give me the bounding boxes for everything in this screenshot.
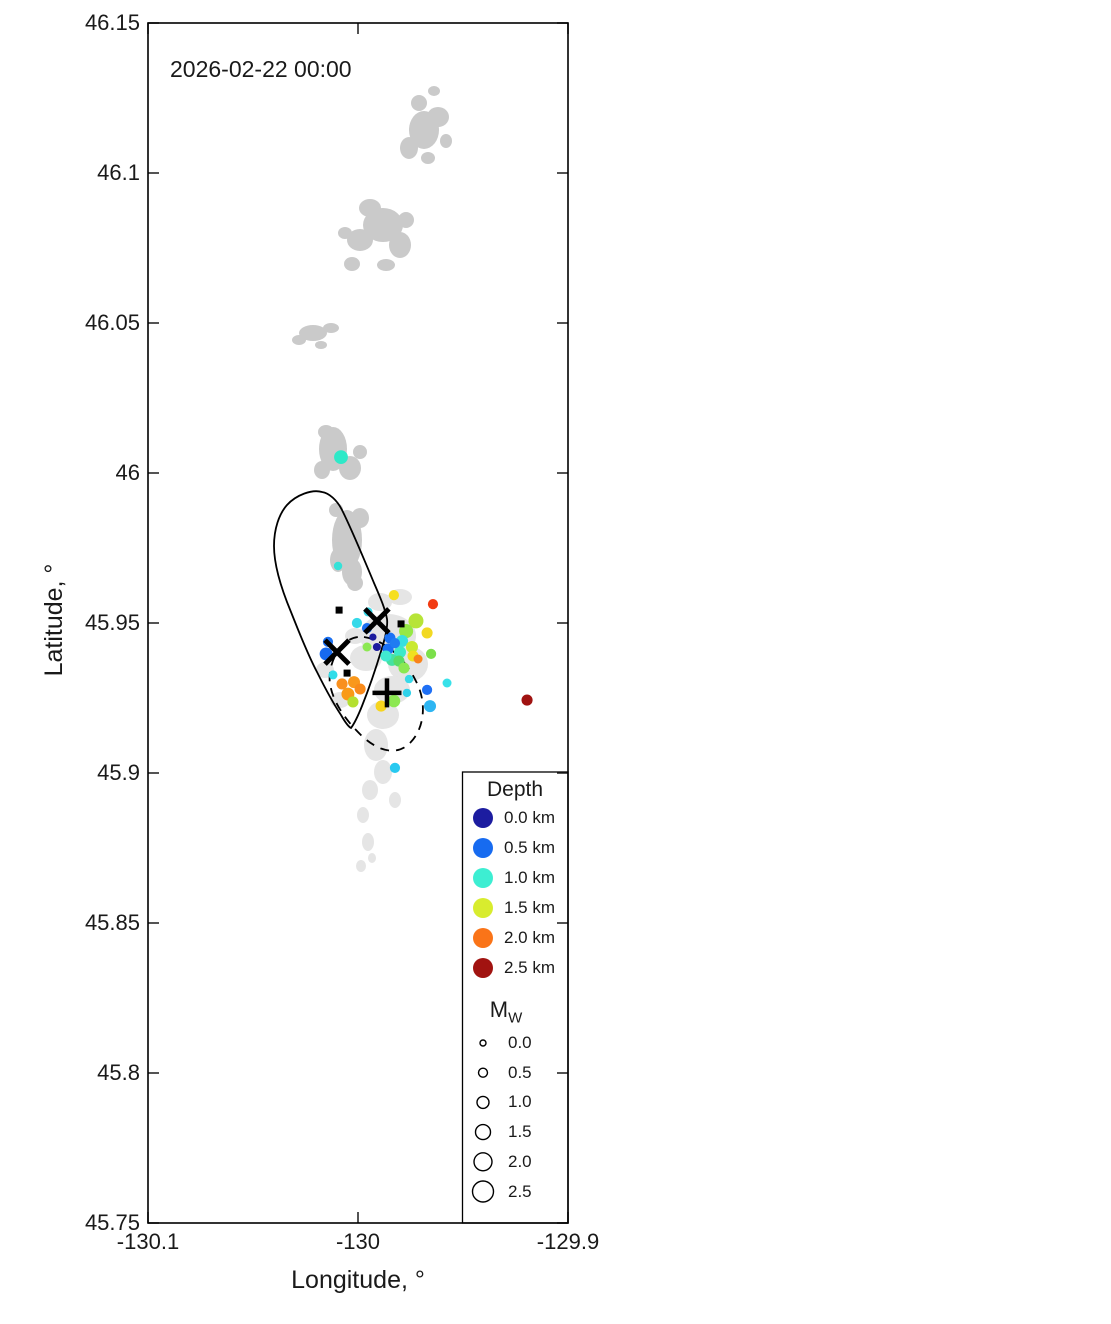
legend-mw-swatch (471, 1180, 495, 1203)
legend-mw-swatch (476, 1095, 490, 1110)
legend-magnitude-circles (471, 1039, 495, 1203)
x-tick-label: -130 (335, 1229, 381, 1254)
legend-depth-label: 1.0 km (504, 868, 556, 887)
plus-marker (372, 678, 402, 708)
date-annotation: 2026-02-22 00:00 (170, 56, 352, 82)
station-square (335, 606, 343, 614)
event-dot (399, 624, 414, 639)
legend-magnitude-title-sub: W (508, 1009, 523, 1027)
bathymetry-patches-dark (292, 86, 452, 591)
legend-depth-label: 2.5 km (504, 958, 556, 977)
event-dot (372, 642, 381, 652)
x-marker (363, 607, 391, 635)
event-dot (354, 683, 366, 695)
y-tick-label: 45.9 (97, 760, 140, 785)
event-dot (347, 696, 359, 708)
event-dot (424, 700, 437, 713)
event-dot (387, 694, 401, 708)
legend-mw-label: 0.0 (508, 1033, 532, 1052)
event-dot (328, 670, 338, 680)
legend-depth-label: 0.0 km (504, 808, 556, 827)
y-tick-label: 45.85 (84, 910, 140, 935)
legend-mw-label: 2.5 (508, 1181, 532, 1201)
y-tick-label: 46.15 (84, 10, 140, 35)
event-dot (333, 561, 343, 571)
legend-mw-swatch (479, 1039, 487, 1047)
y-tick-label: 45.75 (84, 1210, 140, 1235)
legend-mw-label: 2.0 (508, 1151, 532, 1171)
event-dot (408, 613, 424, 629)
x-axis-label: Longitude, ° (291, 1266, 425, 1294)
x-marker (323, 638, 351, 666)
event-dot (421, 627, 433, 639)
x-tick-label: -129.9 (536, 1229, 600, 1254)
station-square (397, 620, 405, 628)
legend-depth-label: 2.0 km (504, 928, 556, 947)
legend-mw-label: 0.5 (508, 1062, 532, 1082)
legend-depth-swatch (473, 928, 493, 948)
event-dot (389, 762, 401, 774)
legend-depth-swatch (473, 958, 493, 978)
earthquake-events-layer (319, 450, 533, 774)
event-dot (375, 700, 387, 712)
event-dot (394, 646, 406, 659)
legend-depth-label: 0.5 km (504, 838, 556, 857)
y-tick-label: 46.05 (84, 310, 140, 335)
event-dot (369, 633, 377, 641)
legend-depth-label: 1.5 km (504, 898, 556, 917)
event-dot (362, 642, 372, 652)
event-dot (388, 590, 400, 601)
event-dot (402, 688, 412, 698)
plot-border (147, 22, 569, 1224)
event-dot (413, 654, 423, 664)
event-dot (380, 650, 392, 662)
legend-depth-circles (473, 808, 493, 978)
event-dot (421, 684, 433, 696)
caldera-outline (273, 490, 389, 730)
station-markers-layer (335, 606, 405, 677)
legend-mw-label: 1.5 (508, 1122, 532, 1142)
legend-magnitude-title: MW (462, 998, 550, 1030)
legend-depth-swatch (473, 838, 493, 858)
event-dot (404, 674, 414, 684)
legend-depth-swatch (473, 868, 493, 888)
event-dot (398, 662, 410, 674)
event-dot (351, 617, 363, 629)
y-tick-label: 45.95 (84, 610, 140, 635)
x-markers-layer (323, 607, 391, 666)
legend-mw-swatch (473, 1152, 493, 1172)
plus-marker-layer (372, 678, 402, 708)
event-dot (334, 450, 348, 464)
y-tick-label: 46 (115, 460, 140, 485)
legend-mw-label: 1.0 (508, 1092, 532, 1112)
station-square (343, 669, 351, 677)
event-dot (405, 641, 418, 653)
event-dot (521, 694, 533, 706)
legend-magnitude-title-main: M (489, 997, 509, 1022)
x-tick-label: -130.1 (116, 1229, 180, 1254)
legend-mw-swatch (474, 1123, 492, 1141)
event-dot (389, 638, 401, 649)
y-tick-label: 45.8 (97, 1060, 140, 1085)
legend-mw-swatch (477, 1067, 489, 1078)
y-tick-label: 46.1 (97, 160, 140, 185)
event-dot (427, 599, 439, 610)
legend-depth-title: Depth (486, 778, 544, 801)
event-dot (336, 678, 348, 690)
legend-depth-swatch (473, 898, 493, 918)
legend-depth-swatch (473, 808, 493, 828)
event-dot (425, 648, 437, 660)
event-dot (442, 678, 452, 688)
